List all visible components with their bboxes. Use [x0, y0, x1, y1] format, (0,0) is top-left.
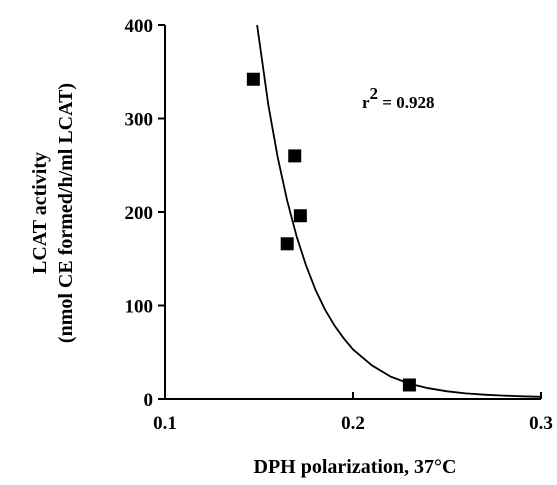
y-tick-label: 200: [125, 203, 154, 224]
data-point: [288, 149, 302, 163]
tick-marks: [158, 24, 542, 400]
r-squared-value: = 0.928: [378, 93, 434, 112]
x-axis-title: DPH polarization, 37°C: [254, 456, 457, 478]
y-tick-label: 100: [125, 297, 154, 318]
y-axis-title-line-1: LCAT activity: [29, 152, 51, 274]
y-axis-title-line-2: (nmol CE formed/h/ml LCAT): [55, 83, 77, 343]
y-tick-label: 300: [125, 110, 154, 131]
axes: [164, 25, 541, 400]
x-tick-label: 0.2: [341, 413, 365, 434]
fit-curve: [256, 24, 542, 398]
x-tick-label: 0.1: [153, 413, 177, 434]
r-squared-superscript: 2: [370, 84, 379, 103]
data-point: [280, 237, 294, 251]
data-point: [293, 209, 307, 223]
data-point: [402, 378, 416, 392]
r-squared-base: r: [362, 93, 370, 112]
tick-labels: 0 100 200 300 400 0.1 0.2 0.3: [125, 16, 553, 434]
data-point: [246, 72, 260, 86]
fit-curve-group: [256, 24, 542, 398]
x-tick-label: 0.3: [529, 413, 553, 434]
y-tick-label: 400: [125, 16, 154, 37]
r-squared-annotation: r2 = 0.928: [362, 84, 434, 112]
y-tick-label: 0: [144, 390, 154, 411]
data-points: [246, 72, 416, 392]
